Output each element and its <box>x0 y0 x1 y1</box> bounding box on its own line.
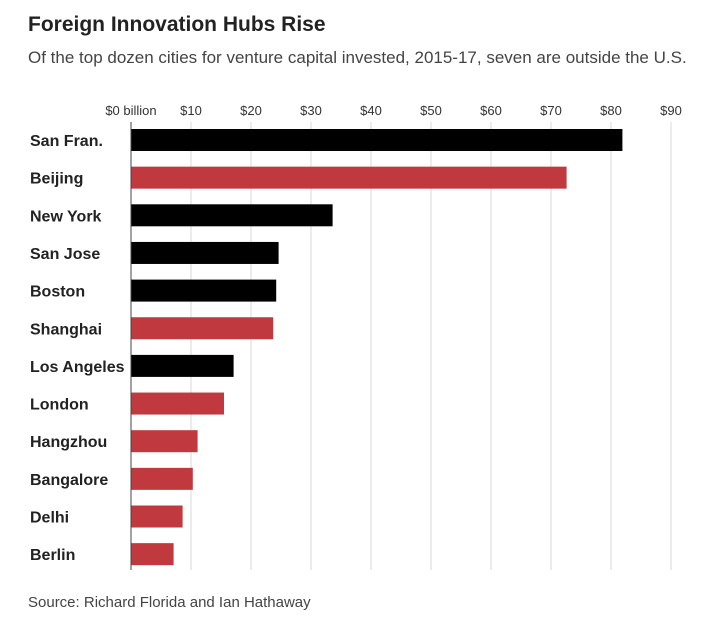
x-tick-label: $20 <box>240 103 262 118</box>
category-label: Berlin <box>30 547 75 564</box>
x-axis-ticks: $0 billion $10 $20 $30 $40 $50 $60 $70 $80 $90 <box>105 103 682 118</box>
category-label: Bangalore <box>30 472 108 489</box>
bar <box>131 129 623 151</box>
bar <box>131 354 234 377</box>
category-label: Hangzhou <box>30 434 107 451</box>
x-tick-label: $30 <box>300 103 322 118</box>
x-tick-label: $50 <box>420 103 442 118</box>
x-tick-label: $0 billion <box>105 103 156 118</box>
x-tick-label: $40 <box>360 103 382 118</box>
category-label: Boston <box>30 284 85 301</box>
bar <box>131 430 198 453</box>
x-tick-label: $60 <box>480 103 502 118</box>
gridlines <box>190 122 672 570</box>
bars <box>131 129 623 566</box>
bar <box>131 204 333 227</box>
x-tick-label: $80 <box>600 103 622 118</box>
category-label: Shanghai <box>30 321 102 338</box>
bar <box>131 317 274 340</box>
category-label: London <box>30 397 89 414</box>
x-tick-label: $10 <box>180 103 202 118</box>
category-label: Beijing <box>30 171 83 188</box>
bar <box>131 505 183 528</box>
bar <box>131 279 277 302</box>
category-label: San Jose <box>30 246 100 263</box>
bar <box>131 392 224 415</box>
chart-subtitle: Of the top dozen cities for venture capi… <box>28 48 687 67</box>
category-label: Los Angeles <box>30 359 125 376</box>
category-labels: San Fran. Beijing New York San Jose Boston Sh… <box>30 133 125 564</box>
category-label: Delhi <box>30 510 69 527</box>
x-tick-label: $70 <box>540 103 562 118</box>
bar <box>131 543 174 566</box>
source-note: Source: Richard Florida and Ian Hathaway <box>28 594 311 611</box>
x-tick-label: $90 <box>660 103 682 118</box>
chart-title: Foreign Innovation Hubs Rise <box>28 13 326 36</box>
category-label: New York <box>30 208 102 225</box>
category-label: San Fran. <box>30 133 103 150</box>
bar <box>131 166 567 189</box>
bar <box>131 467 193 490</box>
bar <box>131 241 279 264</box>
